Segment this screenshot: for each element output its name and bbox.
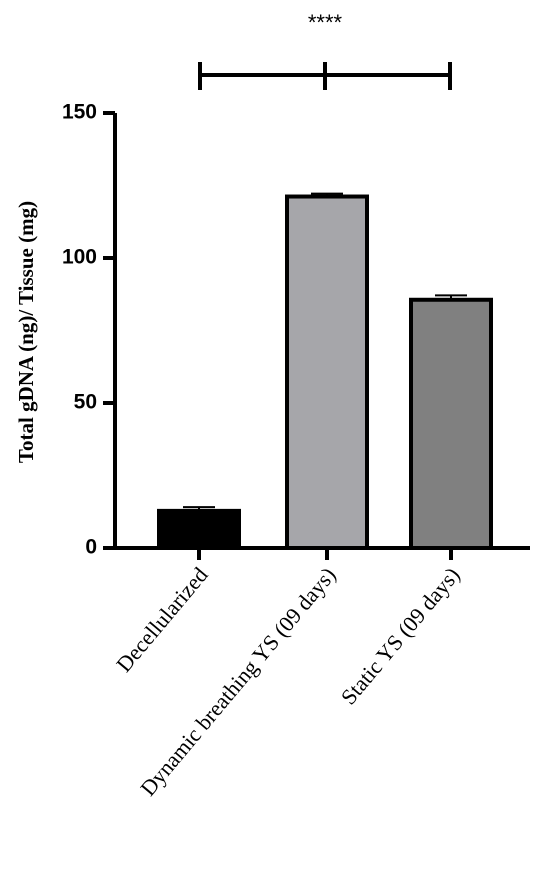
- y-tick-label: 0: [85, 536, 97, 559]
- bar: [157, 508, 241, 551]
- y-axis-label: Total gDNA (ng)/ Tissue (mg): [14, 201, 38, 463]
- y-tick-label: 50: [74, 391, 97, 414]
- bar: [409, 297, 493, 551]
- y-tick-label: 100: [62, 246, 97, 269]
- x-tick-label: Static YS (09 days): [336, 562, 465, 709]
- y-tick-label: 150: [62, 101, 97, 124]
- significance-bracket: [198, 62, 452, 90]
- significance-label: ****: [308, 10, 343, 35]
- bar: [285, 194, 369, 551]
- x-tick-label: Decellularized: [111, 562, 213, 676]
